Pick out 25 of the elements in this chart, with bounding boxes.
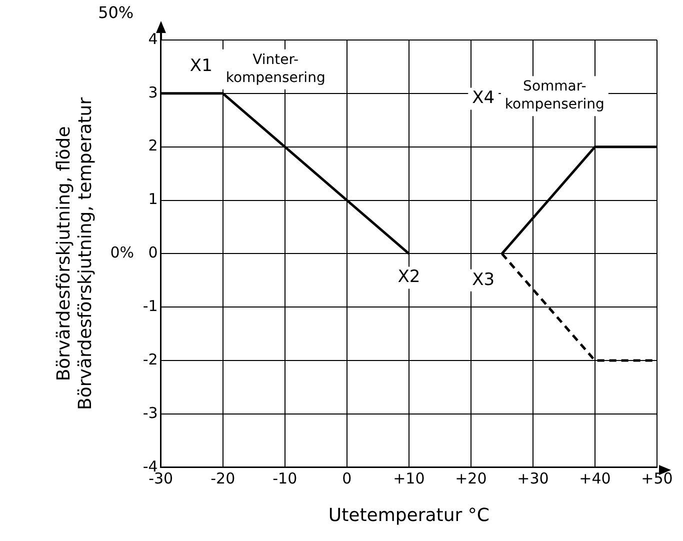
x-tick-label: 0	[342, 469, 352, 488]
x-tick-label: -20	[210, 469, 236, 488]
x-tick-label: +30	[517, 469, 549, 488]
x-tick-label: +40	[579, 469, 611, 488]
annotation: X3	[472, 270, 495, 290]
y-tick-label: 1	[148, 190, 158, 208]
annotation: Sommar- kompensering	[504, 78, 604, 113]
annotation: Vinter- kompensering	[226, 52, 326, 86]
x-tick-label: -10	[272, 469, 298, 488]
x-tick-label: +10	[393, 469, 425, 488]
y-tick-label: -3	[142, 404, 158, 422]
y-axis-title: Börvärdesförskjutning, flöde Börvärdesförskjutning, temperatur	[53, 96, 96, 410]
annotation: X1	[190, 56, 212, 76]
x-tick-label: +20	[455, 469, 487, 488]
annotation: X2	[398, 267, 420, 288]
text: 50%	[98, 3, 134, 22]
y-tick-label: 4	[148, 30, 158, 48]
y-tick-label: 2	[148, 136, 158, 155]
y-tick-label: -1	[142, 297, 158, 316]
y-tick-label: -2	[142, 350, 158, 368]
annotation: X4	[472, 88, 495, 108]
y-tick-label: 0% 0	[110, 244, 158, 262]
x-tick-label: +50	[641, 469, 673, 488]
x-axis-title: Utetemperatur °C	[328, 504, 490, 526]
y-tick-label: 3	[148, 83, 158, 102]
